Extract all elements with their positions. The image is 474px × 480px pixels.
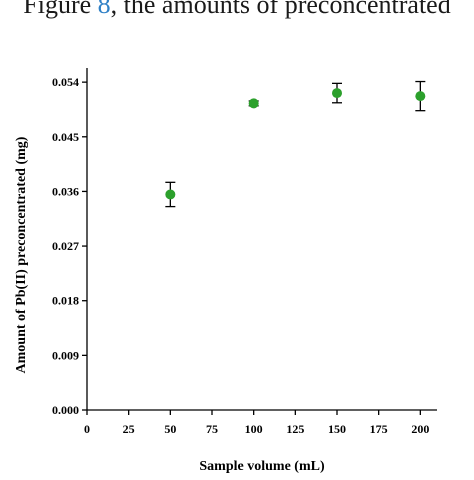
data-point-marker: [332, 88, 342, 99]
data-point-group: [248, 98, 259, 109]
x-axis: 0 25 50 75 100 125 150 175 200: [84, 409, 437, 436]
x-tick-label: 0: [84, 422, 90, 436]
y-tick-label: 0.054: [52, 75, 79, 89]
data-point-group: [332, 82, 342, 104]
x-tick-label: 175: [370, 422, 388, 436]
x-tick-label: 50: [164, 422, 176, 436]
data-point-group: [165, 181, 176, 208]
y-axis-title: Amount of Pb(II) preconcentrated (mg): [14, 136, 29, 373]
x-tick-label: 100: [245, 422, 263, 436]
x-tick-label: 125: [286, 422, 304, 436]
caption-fragment: Figure 8, the amounts of preconcentrated: [0, 0, 474, 20]
y-tick-label: 0.045: [52, 130, 79, 144]
x-tick-label: 200: [411, 422, 429, 436]
x-tick-label: 25: [123, 422, 135, 436]
data-point-marker: [248, 98, 259, 109]
y-tick-label: 0.018: [52, 294, 79, 308]
y-tick-label: 0.027: [52, 239, 79, 253]
y-axis: 0.000 0.009 0.018 0.027 0.036 0.045 0.054: [52, 68, 88, 417]
caption-suffix: , the amounts of preconcentrated: [110, 0, 451, 19]
caption-prefix: Figure: [23, 0, 98, 19]
y-tick-label: 0.000: [52, 403, 79, 417]
x-tick-label: 150: [328, 422, 346, 436]
y-tick-label: 0.036: [52, 184, 79, 198]
x-tick-label: 75: [206, 422, 218, 436]
figure-reference-link[interactable]: 8: [97, 0, 111, 19]
data-point-marker: [165, 189, 176, 200]
x-axis-title: Sample volume (mL): [199, 459, 325, 474]
data-points: [165, 80, 426, 208]
data-point-marker: [415, 91, 426, 102]
y-tick-label: 0.009: [52, 348, 79, 362]
data-point-group: [415, 80, 426, 112]
